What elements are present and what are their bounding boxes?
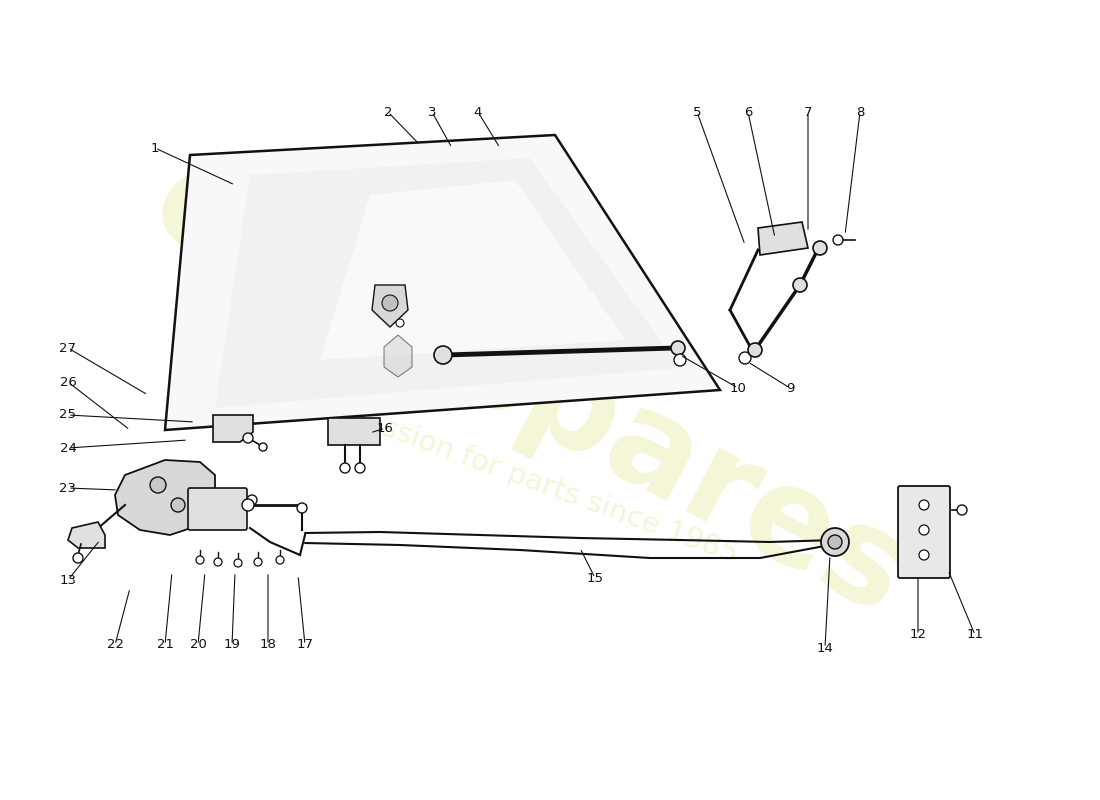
Polygon shape (372, 285, 408, 327)
Circle shape (150, 477, 166, 493)
Text: 25: 25 (59, 409, 77, 422)
Circle shape (355, 463, 365, 473)
Circle shape (918, 500, 930, 510)
Text: eurospares: eurospares (132, 138, 928, 642)
Text: 24: 24 (59, 442, 76, 454)
Text: 6: 6 (744, 106, 752, 118)
Circle shape (957, 505, 967, 515)
Text: 20: 20 (189, 638, 207, 651)
Text: a passion for parts since 1985: a passion for parts since 1985 (318, 391, 741, 569)
Circle shape (243, 433, 253, 443)
Circle shape (276, 556, 284, 564)
Circle shape (793, 278, 807, 292)
Polygon shape (320, 180, 625, 360)
Text: 16: 16 (376, 422, 394, 434)
Text: 26: 26 (59, 375, 76, 389)
Circle shape (821, 528, 849, 556)
Text: 14: 14 (816, 642, 834, 654)
Text: 13: 13 (59, 574, 77, 586)
FancyBboxPatch shape (898, 486, 950, 578)
Circle shape (918, 525, 930, 535)
Text: 1: 1 (151, 142, 160, 154)
Circle shape (671, 341, 685, 355)
Text: 10: 10 (729, 382, 747, 394)
Text: 11: 11 (967, 629, 983, 642)
Circle shape (73, 553, 82, 563)
Text: 8: 8 (856, 106, 865, 118)
Text: 3: 3 (428, 106, 437, 118)
Circle shape (813, 241, 827, 255)
Text: 2: 2 (384, 106, 393, 118)
Circle shape (382, 295, 398, 311)
Polygon shape (328, 418, 380, 445)
Circle shape (739, 352, 751, 364)
Circle shape (828, 535, 842, 549)
Polygon shape (68, 522, 104, 548)
Text: 4: 4 (474, 106, 482, 118)
Circle shape (396, 319, 404, 327)
FancyBboxPatch shape (188, 488, 248, 530)
Circle shape (748, 343, 762, 357)
Text: 18: 18 (260, 638, 276, 651)
Polygon shape (758, 222, 808, 255)
Circle shape (340, 463, 350, 473)
Text: 7: 7 (804, 106, 812, 118)
Polygon shape (384, 335, 412, 377)
Circle shape (196, 556, 204, 564)
Circle shape (214, 558, 222, 566)
Text: 21: 21 (156, 638, 174, 651)
Circle shape (833, 235, 843, 245)
Polygon shape (165, 135, 720, 430)
Circle shape (170, 498, 185, 512)
Polygon shape (214, 158, 680, 408)
Text: 12: 12 (910, 629, 926, 642)
Circle shape (297, 503, 307, 513)
Text: 27: 27 (59, 342, 77, 354)
Text: 22: 22 (107, 638, 123, 651)
Text: 15: 15 (586, 571, 604, 585)
Text: 17: 17 (297, 638, 313, 651)
Text: 19: 19 (223, 638, 241, 651)
Circle shape (434, 346, 452, 364)
Circle shape (254, 558, 262, 566)
Circle shape (248, 495, 257, 505)
Circle shape (234, 559, 242, 567)
Polygon shape (116, 460, 214, 535)
Text: 23: 23 (59, 482, 77, 494)
Circle shape (242, 499, 254, 511)
Circle shape (258, 443, 267, 451)
Circle shape (674, 354, 686, 366)
Text: 5: 5 (693, 106, 702, 118)
Polygon shape (213, 415, 253, 442)
Text: 9: 9 (785, 382, 794, 394)
Circle shape (918, 550, 930, 560)
